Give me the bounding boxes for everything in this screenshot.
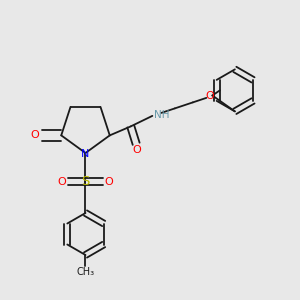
Text: O: O — [133, 145, 141, 155]
Text: N: N — [81, 149, 90, 159]
Text: O: O — [206, 92, 214, 101]
Text: O: O — [104, 176, 113, 187]
Text: O: O — [58, 176, 67, 187]
Text: NH: NH — [154, 110, 170, 120]
Text: S: S — [81, 175, 90, 188]
Text: O: O — [31, 130, 40, 140]
Text: CH₃: CH₃ — [76, 267, 94, 277]
